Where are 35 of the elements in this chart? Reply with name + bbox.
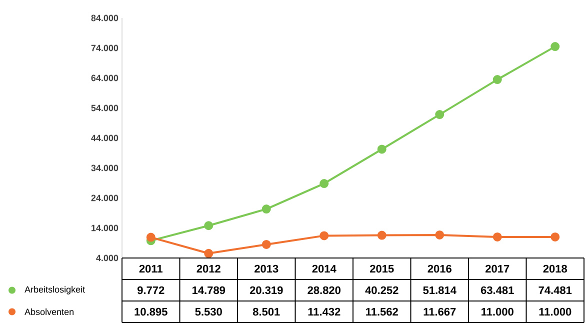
data-label: 20.319 (250, 286, 283, 294)
data-label: 11.000 (482, 308, 514, 316)
data-label: 74.481 (538, 286, 572, 294)
data-label: 63.481 (480, 286, 514, 294)
legend-label: Arbeitslosigkeit (24, 286, 85, 294)
data-label: 51.814 (423, 286, 456, 294)
x-tick-label: 2011 (139, 264, 162, 273)
y-tick-label: 24.000 (91, 194, 118, 202)
x-tick-label: 2016 (428, 264, 452, 273)
y-tick-label: 54.000 (91, 104, 118, 112)
y-tick-label: 34.000 (91, 164, 118, 172)
y-tick-label: 84.000 (91, 14, 118, 22)
x-tick-label: 2017 (486, 264, 510, 273)
x-tick-label: 2014 (312, 264, 336, 273)
data-label: 28.820 (308, 286, 340, 294)
data-label: 11.432 (308, 308, 340, 316)
data-label: 11.562 (366, 308, 398, 316)
y-tick-label: 14.000 (92, 224, 118, 232)
data-label: 9.772 (137, 286, 164, 294)
y-tick-label: 74.000 (91, 44, 118, 52)
data-label: 40.252 (365, 286, 398, 294)
x-tick-label: 2013 (254, 264, 278, 273)
y-tick-label: 44.000 (91, 134, 118, 142)
y-tick-label: 64.000 (91, 74, 118, 82)
data-label: 14.789 (192, 286, 226, 294)
data-label: 5.530 (195, 308, 222, 316)
data-label: 11.667 (424, 308, 456, 316)
legend-label: Absolventen (24, 308, 74, 316)
data-label: 10.895 (134, 308, 168, 316)
data-label: 11.000 (539, 308, 572, 316)
x-tick-label: 2018 (543, 264, 568, 273)
x-tick-label: 2015 (370, 264, 394, 273)
y-tick-label: 4.000 (96, 254, 118, 262)
x-tick-label: 2012 (196, 264, 220, 273)
data-label: 8.501 (252, 308, 280, 316)
